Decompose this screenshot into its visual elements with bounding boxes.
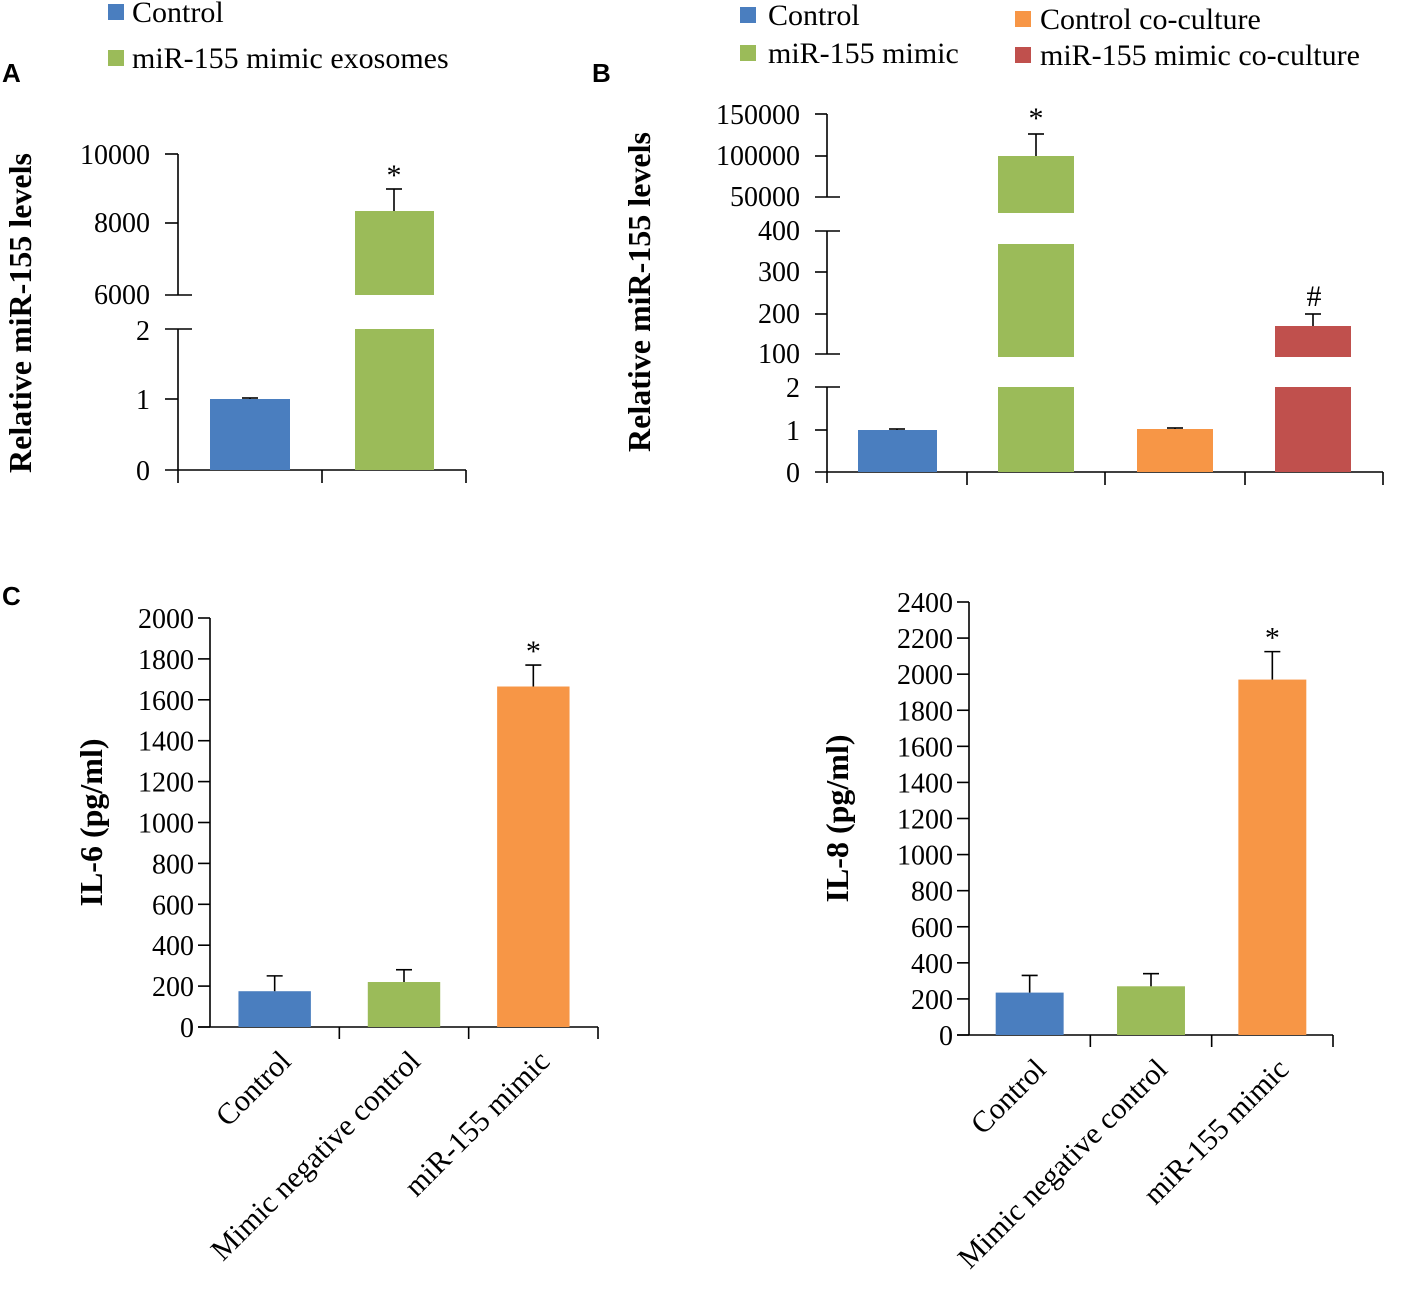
bar-a-exosomes-upper [355,211,434,295]
il8-y-tick-label: 1400 [897,768,953,799]
il8-y-tick-label: 2400 [897,588,953,619]
panel-letter-a: A [2,58,21,88]
y-tick-label-a-2: 2 [136,316,150,347]
il8-y-tick-label: 1000 [897,841,953,872]
bar-b-control [858,430,937,472]
il8-y-tick-label: 800 [911,877,953,908]
panel-c-il6: 0 200 400 600 800 1000 1200 1400 1600 1800 2000 IL-… [73,604,599,1267]
legend-b-cocontrol-label: Control co-culture [1040,3,1261,36]
il8-category-label: Mimic negative control [951,1053,1173,1275]
y-tick-label-a-6000: 6000 [94,280,150,311]
il6-y-tick-label: 1800 [138,645,194,676]
panel-letter-b: B [592,58,611,88]
bar-b-mimic-middle [998,244,1074,357]
legend-a-exosomes-swatch [108,50,124,66]
panel-letter-c: C [2,581,21,611]
panel-b: Control Control co-culture miR-155 mimic… [621,0,1384,489]
significance-a-exosomes: * [387,159,402,192]
bar-b-mimic-lower [998,387,1074,472]
il8-y-tick-label: 0 [939,1021,953,1052]
y-tick-label-b-300: 300 [758,257,800,288]
legend-b-mimic-coculture-swatch [1015,47,1031,63]
y-tick-label-b-400: 400 [758,216,800,247]
il8-y-axis-label: IL-8 (pg/ml) [819,735,855,903]
y-tick-label-b-0: 0 [786,458,800,489]
il8-y-tick-label: 1200 [897,805,953,836]
il6-y-tick-label: 0 [180,1013,194,1044]
il6-bar [238,991,311,1027]
il8-y-tick-label: 1800 [897,696,953,727]
il6-category-label: Control [209,1045,297,1133]
il6-y-tick-label: 1400 [138,727,194,758]
y-axis-label-a: Relative miR-155 levels [2,153,38,473]
panel-c-il8: 0 200 400 600 800 1000 1200 1400 1600 1800 2000 220… [819,588,1334,1275]
y-tick-label-a-0: 0 [136,456,150,487]
il6-y-tick-label: 800 [152,849,194,880]
legend-b-mimic-coculture-label: miR-155 mimic co-culture [1040,39,1360,72]
y-tick-label-b-1: 1 [786,416,800,447]
il6-y-tick-label: 1000 [138,809,194,840]
bar-b-control-coculture [1137,429,1213,472]
il8-y-tick-label: 1600 [897,732,953,763]
il6-y-tick-label: 400 [152,931,194,962]
legend-b-control-label: Control [768,0,860,32]
il6-y-tick-label: 1200 [138,768,194,799]
il8-y-tick-label: 2000 [897,660,953,691]
il8-y-tick-label: 600 [911,913,953,944]
y-tick-label-a-10000: 10000 [80,140,150,171]
legend-a-control-label: Control [132,0,224,29]
y-tick-label-b-150000: 150000 [716,100,800,131]
il8-y-tick-label: 400 [911,949,953,980]
legend-a-exosomes-label: miR-155 mimic exosomes [132,42,449,75]
il6-y-tick-label: 2000 [138,604,194,635]
bar-b-mimic-upper [998,156,1074,213]
il6-y-tick-label: 200 [152,972,194,1003]
il6-bar [497,686,570,1027]
legend-b-control-swatch [740,7,756,23]
bar-a-control [210,399,290,470]
y-tick-label-b-50000: 50000 [730,182,800,213]
significance-b-mimic: * [1029,102,1044,135]
y-tick-label-b-200: 200 [758,299,800,330]
il8-significance: * [1265,622,1280,655]
panel-a: Control miR-155 mimic exosomes Relative … [2,0,467,487]
bar-a-exosomes-lower [355,329,434,470]
y-tick-label-b-100: 100 [758,339,800,370]
il6-significance: * [526,635,541,668]
legend-a-control-swatch [108,4,124,20]
il6-category-label: Mimic negative control [204,1045,426,1267]
il8-y-tick-label: 200 [911,985,953,1016]
bar-b-mimic-coculture-upper [1275,326,1351,357]
legend-b-mimic-label: miR-155 mimic [768,37,959,70]
legend-b-cocontrol-swatch [1015,11,1031,27]
il8-y-tick-label: 2200 [897,624,953,655]
y-tick-label-a-1: 1 [136,385,150,416]
il6-y-tick-label: 1600 [138,686,194,717]
y-tick-label-a-8000: 8000 [94,208,150,239]
il8-bar [1238,679,1307,1035]
y-tick-label-b-2: 2 [786,373,800,404]
il6-bar [367,982,441,1027]
il8-bar [1117,986,1185,1035]
il6-y-axis-label: IL-6 (pg/ml) [73,739,109,907]
bar-b-mimic-coculture-lower [1275,387,1351,472]
y-axis-label-b: Relative miR-155 levels [621,132,657,452]
il6-y-tick-label: 600 [152,890,194,921]
y-tick-label-b-100000: 100000 [716,141,800,172]
il8-category-label: Control [964,1053,1052,1141]
significance-b-mimic-coculture: # [1307,280,1322,313]
il8-bar [995,992,1064,1035]
legend-b-mimic-swatch [740,45,756,61]
